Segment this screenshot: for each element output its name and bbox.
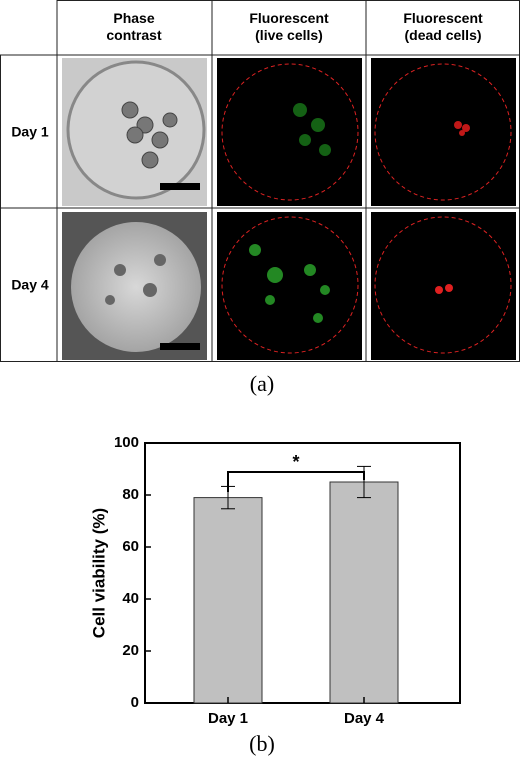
panel-label: (b): [249, 731, 275, 756]
y-tick-label: 100: [114, 434, 139, 451]
bar: [193, 497, 263, 704]
column-header: Fluorescent (dead cells): [403, 10, 483, 43]
significance-mark: *: [292, 452, 299, 472]
column-header: Phase contrast: [106, 10, 162, 43]
y-tick-label: 40: [122, 590, 139, 607]
y-tick-label: 80: [122, 486, 139, 503]
row-label: Day 4: [11, 277, 49, 293]
y-tick-label: 0: [131, 694, 139, 711]
y-tick-label: 20: [122, 642, 139, 659]
y-tick-label: 60: [122, 538, 139, 555]
x-tick-label: Day 4: [344, 710, 385, 727]
column-header: Fluorescent (live cells): [249, 10, 329, 43]
plot-frame: [144, 442, 461, 704]
bar: [329, 481, 399, 704]
panel-label: (a): [250, 371, 274, 396]
x-tick-label: Day 1: [208, 710, 248, 727]
images: [62, 58, 516, 360]
y-axis-label: Cell viability (%): [89, 508, 108, 638]
panel-a: [0, 0, 520, 362]
significance-bracket: [227, 471, 365, 492]
row-label: Day 1: [11, 124, 49, 140]
